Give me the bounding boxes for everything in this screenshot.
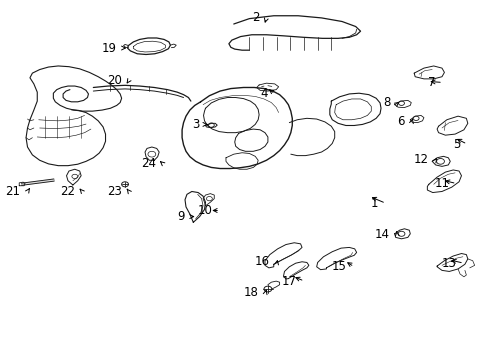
Text: 13: 13 [441,257,456,270]
Text: 12: 12 [413,153,428,166]
Text: 19: 19 [102,41,117,54]
Text: 10: 10 [198,204,212,217]
Text: 1: 1 [370,197,378,210]
Text: 14: 14 [374,228,389,241]
Text: 24: 24 [141,157,156,170]
Text: 2: 2 [251,12,259,24]
Text: 21: 21 [5,185,20,198]
Text: 8: 8 [383,96,390,109]
Text: 16: 16 [254,255,269,268]
Text: 3: 3 [192,118,199,131]
Text: 22: 22 [60,185,75,198]
Text: 9: 9 [177,210,184,223]
Text: 20: 20 [106,74,122,87]
Text: 11: 11 [433,177,448,190]
Text: 6: 6 [396,116,404,129]
Text: 7: 7 [427,76,435,89]
Text: 15: 15 [331,260,346,273]
Text: 18: 18 [243,287,258,300]
Text: 4: 4 [260,87,267,100]
Text: 5: 5 [452,138,459,150]
Text: 23: 23 [106,185,122,198]
Text: 17: 17 [282,275,297,288]
